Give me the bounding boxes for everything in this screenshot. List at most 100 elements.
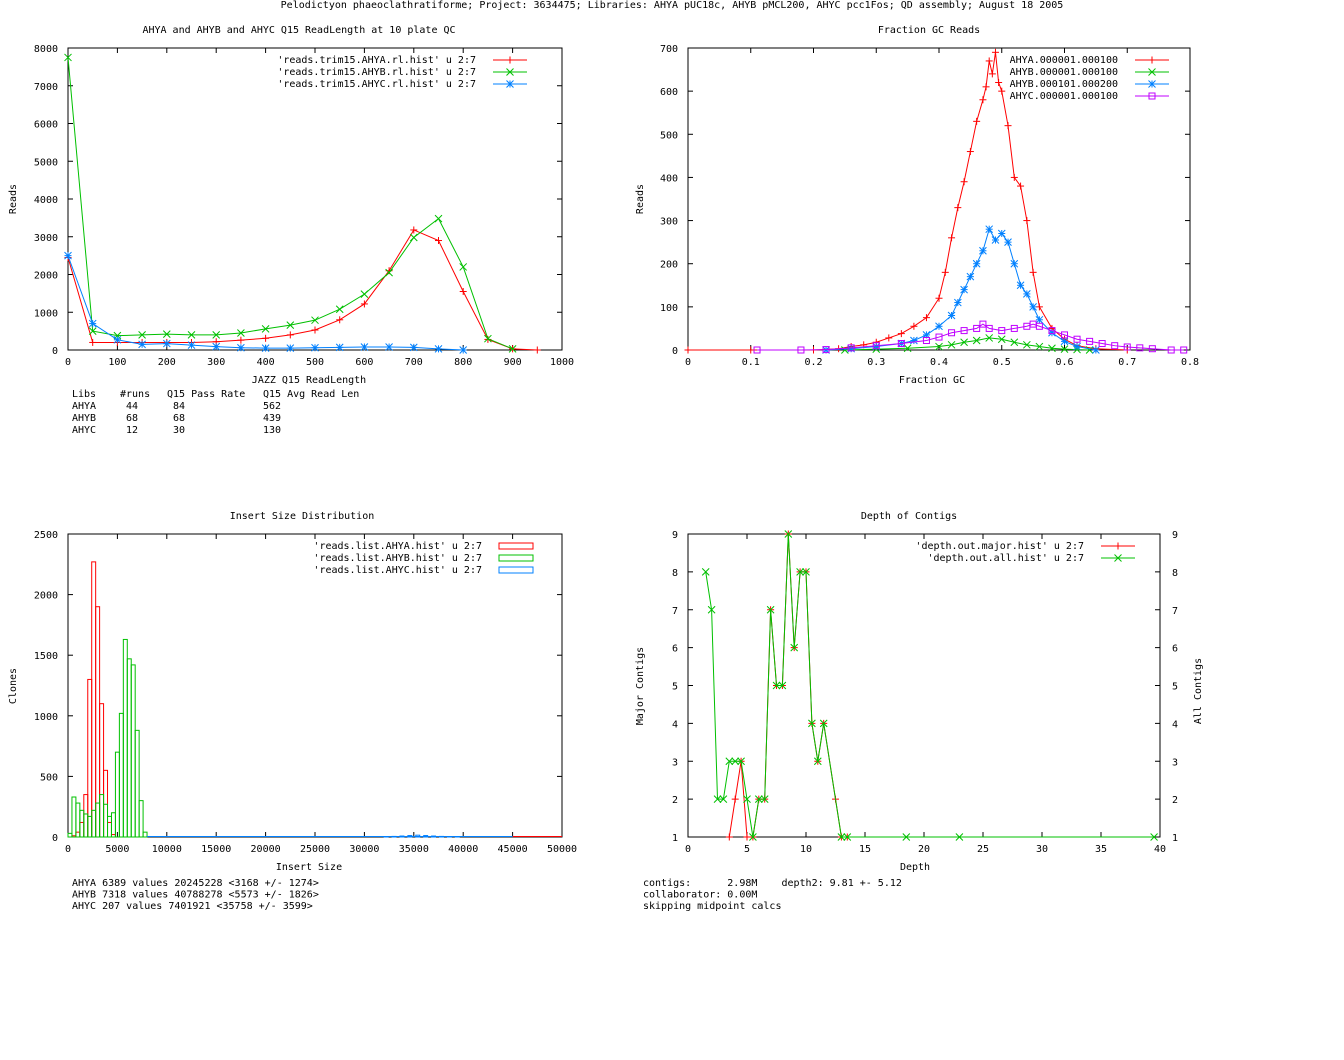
marker-cross	[64, 53, 72, 62]
data-point	[903, 344, 912, 353]
marker-star	[910, 336, 918, 345]
marker-cross	[790, 643, 799, 652]
marker-cross	[162, 330, 171, 338]
data-point	[336, 316, 344, 324]
x-tick-label: 0	[65, 844, 71, 855]
data-point	[772, 681, 781, 690]
marker-cross	[997, 335, 1006, 344]
data-point	[725, 757, 734, 766]
marker-star	[1092, 346, 1100, 354]
x-tick-label: 1000	[550, 357, 574, 368]
marker-square	[1061, 331, 1068, 339]
marker-square	[1136, 344, 1144, 352]
data-point	[802, 568, 810, 576]
data-point	[64, 251, 72, 260]
stats-line: contigs: 2.98M depth2: 9.81 +- 5.12	[643, 878, 902, 889]
marker-square	[948, 329, 956, 337]
marker-cross	[819, 719, 828, 728]
series-'depth.out.all.hist' u 2:7	[701, 530, 1158, 841]
marker-square	[1148, 92, 1156, 100]
x-tick-label: 0	[685, 357, 691, 368]
y-tick-label: 3	[672, 757, 678, 768]
series-'reads.trim15.AHYA.rl.hist' u 2:7	[64, 226, 541, 354]
y-tick-label: 4	[672, 719, 678, 730]
stats-line: skipping midpoint calcs	[643, 901, 781, 912]
bar	[87, 815, 93, 838]
y-tick-label: 7000	[34, 82, 58, 93]
bar	[87, 678, 93, 838]
x-tick-label: 40	[1154, 844, 1166, 855]
data-point	[459, 287, 467, 295]
marker-cross	[88, 327, 97, 335]
y-tick-label: 200	[660, 260, 678, 271]
marker-cross	[985, 334, 994, 342]
data-point	[1010, 259, 1019, 268]
table-cell: AHYA	[72, 401, 96, 412]
bar	[103, 803, 109, 838]
data-point	[286, 321, 295, 329]
data-point	[991, 236, 1000, 244]
data-point	[434, 345, 443, 353]
data-point	[960, 178, 968, 186]
y-tick-label: 8	[672, 568, 678, 579]
marker-cross	[813, 757, 822, 766]
marker-cross	[737, 757, 745, 766]
data-point	[872, 342, 880, 350]
marker-star	[162, 339, 171, 348]
legend-label: 'reads.list.AHYB.hist' u 2:7	[313, 553, 482, 564]
data-point	[797, 346, 805, 354]
data-point	[484, 334, 492, 343]
marker-cross	[707, 605, 716, 614]
bar	[95, 606, 101, 838]
data-point	[784, 530, 793, 538]
y-tick-label: 100	[660, 303, 678, 314]
marker-cross	[802, 568, 810, 576]
y-tick-label: 1000	[34, 308, 58, 319]
data-point	[1073, 335, 1081, 343]
data-point	[707, 605, 716, 614]
data-point	[64, 53, 72, 62]
data-point	[237, 343, 245, 352]
x-tick-label: 700	[405, 357, 423, 368]
y-tick-label: 0	[52, 833, 58, 844]
data-point	[286, 344, 295, 352]
legend-label: AHYC.000001.000100	[1010, 91, 1118, 102]
legend-entry: AHYC.000001.000100	[1010, 91, 1169, 102]
marker-square	[1035, 322, 1043, 330]
bar	[99, 703, 105, 838]
data-point	[985, 334, 994, 342]
data-point	[1085, 346, 1094, 354]
x-tick-label: 0.5	[993, 357, 1011, 368]
data-point	[360, 343, 369, 351]
series-line	[826, 227, 1096, 351]
table-cell: 84	[173, 401, 185, 412]
data-point	[997, 335, 1006, 344]
marker-cross	[766, 605, 775, 614]
marker-square	[1148, 345, 1156, 353]
x-tick-label: 5000	[105, 844, 129, 855]
data-point	[335, 343, 344, 352]
marker-cross	[138, 331, 146, 339]
data-point	[409, 343, 418, 352]
data-point	[1035, 322, 1043, 330]
x-tick-label: 30	[1036, 844, 1048, 855]
y-tick-label: 500	[660, 130, 678, 141]
data-point	[947, 311, 956, 320]
marker-square	[1111, 342, 1119, 350]
marker-cross	[409, 233, 418, 242]
table-cell: 44	[126, 401, 138, 412]
data-point	[922, 314, 930, 322]
x-axis-label: Fraction GC	[899, 375, 965, 386]
legend-entry: 'reads.list.AHYC.hist' u 2:7	[313, 565, 534, 576]
stats-text: AHYA 6389 values 20245228 <3168 +/- 1274…	[72, 878, 319, 912]
chart-title: Depth of Contigs	[861, 511, 957, 522]
series-AHYB.000101.000200	[822, 225, 1100, 354]
x-tick-label: 20	[918, 844, 930, 855]
y-tick-label: 600	[660, 87, 678, 98]
data-point	[1022, 290, 1031, 298]
legend-swatch	[498, 542, 534, 550]
marker-star	[1022, 290, 1031, 298]
data-point	[766, 605, 775, 614]
legend-label: 'reads.trim15.AHYC.rl.hist' u 2:7	[277, 79, 476, 90]
